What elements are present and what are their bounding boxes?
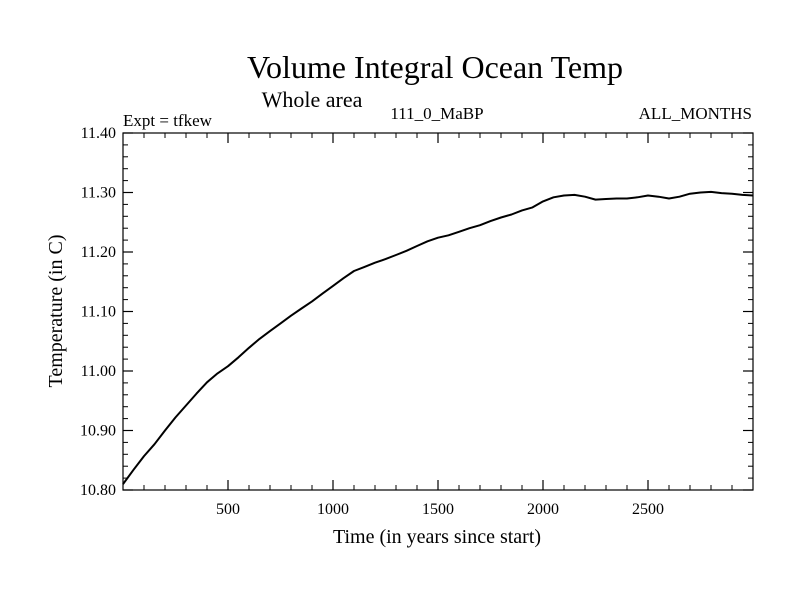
chart-subtitle: Whole area [262, 87, 363, 112]
x-tick-label: 2500 [632, 501, 664, 518]
y-tick-label: 11.30 [81, 185, 116, 202]
x-tick-labels: 500 1000 1500 2000 2500 [216, 501, 664, 518]
y-tick-label: 11.10 [81, 304, 116, 321]
x-tick-label: 1500 [422, 501, 454, 518]
y-tick-label: 10.90 [80, 423, 116, 440]
y-tick-label: 11.00 [81, 363, 116, 380]
months-label: ALL_MONTHS [639, 104, 752, 123]
y-tick-label: 11.20 [81, 244, 116, 261]
major-ticks [123, 132, 753, 491]
y-tick-labels: 10.80 10.90 11.00 11.10 11.20 11.30 11.40 [80, 125, 116, 499]
series-layer [122, 190, 754, 485]
period-label: 111_0_MaBP [390, 104, 483, 123]
experiment-label: Expt = tfkew [123, 111, 213, 130]
temperature-series-line [122, 190, 754, 485]
x-tick-label: 500 [216, 501, 240, 518]
y-tick-label: 10.80 [80, 482, 116, 499]
chart-title: Volume Integral Ocean Temp [247, 49, 623, 85]
x-tick-label: 1000 [317, 501, 349, 518]
plot-frame [122, 132, 754, 491]
x-axis-label: Time (in years since start) [333, 526, 541, 548]
x-tick-label: 2000 [527, 501, 559, 518]
y-tick-label: 11.40 [81, 125, 116, 142]
minor-ticks [123, 133, 753, 490]
y-axis-label: Temperature (in C) [45, 235, 67, 388]
